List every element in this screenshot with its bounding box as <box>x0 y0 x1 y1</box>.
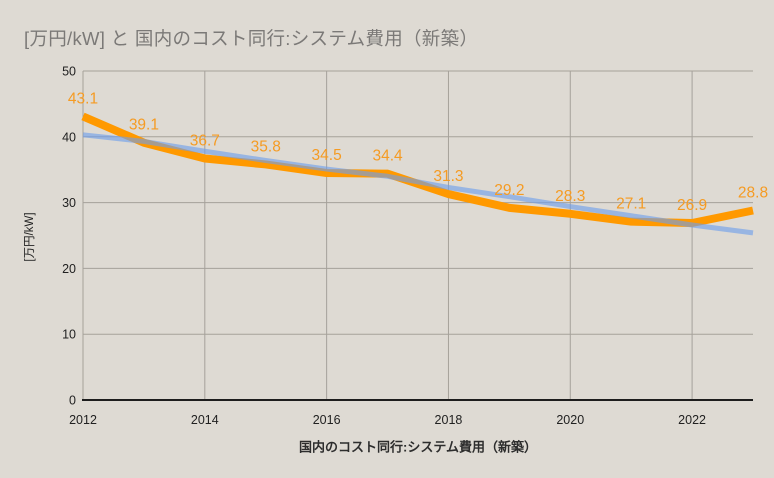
x-tick-label: 2022 <box>678 413 706 427</box>
y-tick-label: 50 <box>62 65 76 79</box>
data-label: 28.3 <box>555 188 585 205</box>
y-tick-label: 20 <box>62 262 76 276</box>
y-tick-label: 40 <box>62 130 76 144</box>
data-label: 29.2 <box>494 182 524 199</box>
data-label: 43.1 <box>68 90 98 107</box>
data-label: 34.5 <box>312 147 342 164</box>
series-line-trendline <box>82 132 754 236</box>
data-label: 28.8 <box>738 184 768 201</box>
x-tick-label: 2014 <box>191 413 219 427</box>
chart-title: [万円/kW] と 国内のコスト同行:システム費用（新築） <box>24 28 479 49</box>
x-axis-caption: 国内のコスト同行:システム費用（新築） <box>299 439 537 455</box>
data-label: 36.7 <box>190 133 220 150</box>
data-label: 34.4 <box>372 148 403 165</box>
y-tick-label: 10 <box>62 328 76 342</box>
series-line-main-series <box>81 112 754 227</box>
data-label: 35.8 <box>251 138 281 155</box>
data-label: 31.3 <box>433 168 463 185</box>
data-label: 27.1 <box>616 196 646 213</box>
data-label: 39.1 <box>129 117 159 134</box>
data-label: 26.9 <box>677 197 707 214</box>
y-tick-label: 30 <box>62 196 76 210</box>
x-tick-label: 2020 <box>556 413 584 427</box>
x-tick-label: 2016 <box>313 413 341 427</box>
x-tick-label: 2018 <box>435 413 463 427</box>
y-tick-label: 0 <box>69 394 76 408</box>
x-tick-label: 2012 <box>69 413 97 427</box>
